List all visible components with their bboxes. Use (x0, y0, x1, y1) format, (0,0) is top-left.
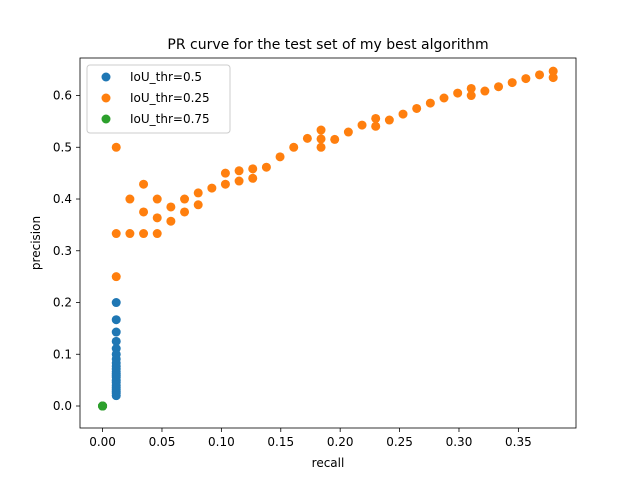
x-tick-label: 0.25 (386, 435, 413, 449)
legend-marker-0 (101, 72, 111, 82)
series-1-point (125, 229, 135, 239)
series-1-point (111, 272, 121, 282)
x-tick-label: 0.00 (89, 435, 116, 449)
series-1-point (261, 162, 271, 172)
y-tick-label: 0.2 (53, 296, 72, 310)
series-0-point (111, 327, 121, 337)
series-1-point (234, 166, 244, 176)
x-tick-label: 0.30 (446, 435, 473, 449)
series-1-point (371, 113, 381, 123)
series-0-point (111, 391, 121, 401)
series-1-point (316, 142, 326, 152)
series-1-point (139, 207, 149, 217)
series-1-point (125, 194, 135, 204)
series-1-point (152, 194, 162, 204)
series-1-point (166, 202, 176, 212)
x-tick-label: 0.35 (505, 435, 532, 449)
series-1-point (453, 88, 463, 98)
x-tick-label: 0.15 (267, 435, 294, 449)
legend-marker-2 (101, 114, 111, 124)
series-1-point (384, 115, 394, 125)
y-tick-label: 0.4 (53, 192, 72, 206)
series-1-point (466, 83, 476, 93)
legend-marker-1 (101, 93, 111, 103)
x-axis-ticks: 0.00 0.05 0.10 0.15 0.20 0.25 0.30 0.35 (89, 428, 532, 449)
legend-label-0: IoU_thr=0.5 (130, 70, 202, 84)
legend-box (86, 64, 231, 134)
series-1-point (439, 93, 449, 103)
series-1-point (398, 109, 408, 119)
series-1-point (494, 82, 504, 92)
series-1-point (166, 216, 176, 226)
series-1-point (343, 127, 353, 137)
y-tick-label: 0.0 (53, 399, 72, 413)
y-tick-label: 0.3 (53, 244, 72, 258)
series-1-point (193, 188, 203, 198)
y-tick-label: 0.5 (53, 140, 72, 154)
series-1-point (234, 176, 244, 186)
series-1-point (316, 134, 326, 144)
x-tick-label: 0.05 (149, 435, 176, 449)
chart-title: PR curve for the test set of my best alg… (167, 37, 488, 53)
series-1-point (220, 179, 230, 189)
series-1-point (302, 133, 312, 143)
series-1-point (330, 134, 340, 144)
series-0-point (111, 298, 121, 308)
y-axis-label: precision (29, 216, 43, 270)
series-1-point (152, 213, 162, 223)
series-1-point (180, 194, 190, 204)
series-1-point (139, 229, 149, 239)
series-1-point (220, 168, 230, 178)
legend-label-2: IoU_thr=0.75 (130, 112, 210, 126)
series-1-point (480, 86, 490, 96)
series-1-point (207, 183, 217, 193)
series-1-point (275, 152, 285, 162)
series-1-point (521, 74, 531, 84)
series-1-point (412, 103, 422, 113)
y-tick-label: 0.6 (53, 89, 72, 103)
series-1-point (357, 120, 367, 130)
series-1-point (371, 121, 381, 131)
series-1-point (466, 91, 476, 101)
series-0-point (111, 315, 121, 325)
series-1-point (548, 73, 558, 83)
series-1-point (139, 179, 149, 189)
series-1-point (548, 66, 558, 76)
series-1-point (248, 164, 258, 174)
data-points (98, 66, 558, 411)
series-1-point (316, 125, 326, 135)
series-0-point (111, 336, 121, 346)
series-1-point (111, 229, 121, 239)
series-1-point (507, 78, 517, 88)
series-1-point (425, 98, 435, 108)
y-axis-ticks: 0.0 0.1 0.2 0.3 0.4 0.5 0.6 (53, 89, 80, 413)
y-tick-label: 0.1 (53, 347, 72, 361)
series-2-point (98, 401, 108, 411)
series-1-point (535, 70, 545, 80)
legend: IoU_thr=0.5 IoU_thr=0.25 IoU_thr=0.75 (86, 64, 231, 134)
series-1-point (180, 207, 190, 217)
plot-frame (79, 57, 577, 429)
legend-label-1: IoU_thr=0.25 (130, 91, 210, 105)
x-tick-label: 0.20 (327, 435, 354, 449)
series-1-point (152, 229, 162, 239)
series-1-point (111, 142, 121, 152)
series-1-point (193, 200, 203, 210)
series-1-point (248, 173, 258, 183)
x-tick-label: 0.10 (208, 435, 235, 449)
series-1-point (289, 142, 299, 152)
x-axis-label: recall (312, 456, 345, 470)
